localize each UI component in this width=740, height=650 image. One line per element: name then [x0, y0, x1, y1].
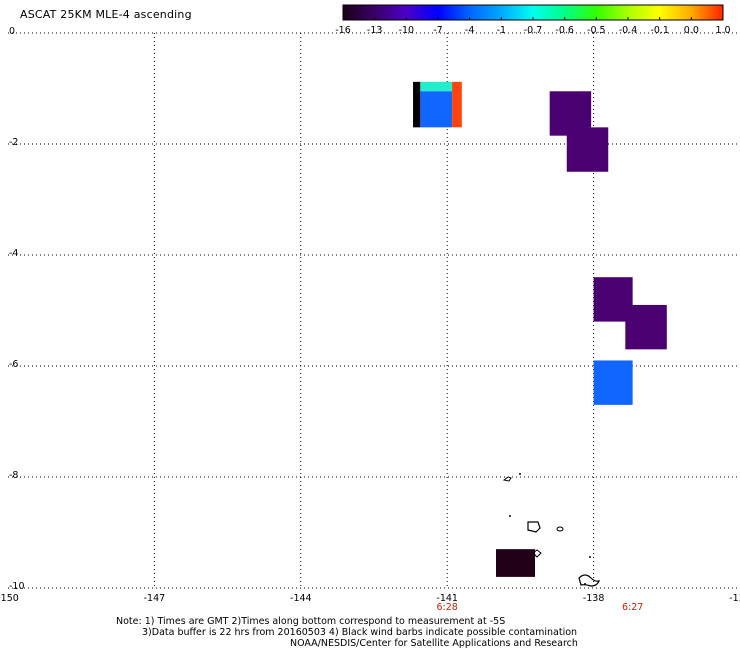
- colorbar-tick-label: 0.0: [684, 25, 699, 36]
- wind-cell: [413, 81, 421, 128]
- colorbar-tick-label: -7: [433, 25, 442, 36]
- colorbar-tick-label: 1.0: [715, 25, 730, 36]
- pass-time-label: 6:28: [437, 602, 458, 613]
- scatterometer-cells: [413, 81, 667, 577]
- latitude-tick-label: -10: [9, 581, 25, 592]
- wind-cell: [452, 81, 462, 128]
- wind-cell: [420, 91, 453, 128]
- colorbar-tick-label: -16: [335, 25, 351, 36]
- island-outlines: [502, 473, 600, 587]
- colorbar-tick-label: -0.4: [619, 25, 638, 36]
- colorbar-tick-label: -4: [465, 25, 474, 36]
- pass-time-label: 6:27: [622, 602, 643, 613]
- latitude-tick-label: 0: [9, 26, 15, 37]
- colorbar-tick-label: -0.5: [587, 25, 606, 36]
- chart-title: ASCAT 25KM MLE-4 ascending: [20, 8, 192, 21]
- longitude-tick-label: -147: [144, 593, 166, 604]
- colorbar-tick-label: -0.1: [650, 25, 669, 36]
- longitude-tick-label: -135: [729, 593, 740, 604]
- colorbar-tick-label: -10: [399, 25, 415, 36]
- wind-cell: [496, 549, 536, 577]
- map-axes: -150 -147 -144 -141 -138 -135 0 -2 -4 -6 -8 -10 6:28…: [0, 26, 740, 613]
- footnote-line-1: Note: 1) Times are GMT 2)Times along bot…: [116, 616, 506, 627]
- latitude-tick-label: -4: [9, 248, 18, 259]
- longitude-tick-label: -141: [436, 593, 458, 604]
- wind-cell: [593, 360, 633, 405]
- colorbar-ticks: -16 -13 -10 -7 -4 -1 -0.7 -0.6 -0.5 -0.4 -0.1 0.0 1.…: [335, 17, 731, 36]
- latitude-tick-label: -2: [9, 137, 18, 148]
- colorbar-tick-label: -13: [367, 25, 383, 36]
- wind-cell: [420, 81, 453, 92]
- longitude-tick-label: -150: [0, 593, 19, 604]
- colorbar-tick-label: -0.7: [524, 25, 543, 36]
- colorbar-tick-label: -0.6: [555, 25, 574, 36]
- footnote-line-2: 3)Data buffer is 22 hrs from 20160503 4)…: [142, 627, 578, 638]
- longitude-tick-label: -138: [583, 593, 605, 604]
- latitude-tick-label: -8: [9, 470, 18, 481]
- latitude-tick-label: -6: [9, 359, 18, 370]
- footnote-credit: NOAA/NESDIS/Center for Satellite Applica…: [290, 638, 578, 649]
- colorbar-tick-label: -1: [497, 25, 506, 36]
- wind-cell: [566, 127, 609, 172]
- wind-cell: [625, 304, 667, 350]
- longitude-tick-label: -144: [290, 593, 312, 604]
